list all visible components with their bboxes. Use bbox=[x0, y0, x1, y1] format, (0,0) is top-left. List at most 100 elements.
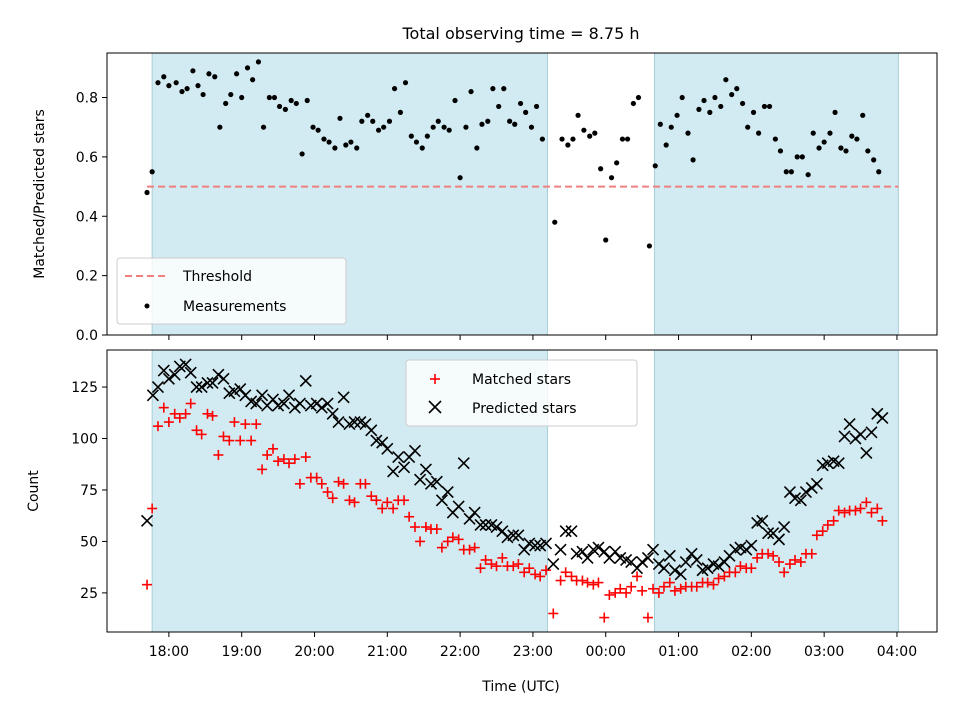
matched-stars-point bbox=[648, 583, 659, 594]
measurement-point bbox=[843, 148, 849, 154]
measurement-point bbox=[173, 80, 179, 86]
matched-stars-point bbox=[763, 548, 774, 559]
measurement-point bbox=[598, 166, 604, 172]
matched-stars-point bbox=[240, 419, 251, 430]
measurement-point bbox=[276, 103, 283, 110]
predicted-stars-point bbox=[381, 442, 394, 455]
measurement-point bbox=[876, 169, 882, 175]
measurement-point bbox=[413, 139, 420, 145]
bottom-panel-counts: 25 50 75 100 125 18:00 19:00 20:00 21:00 22:00 23… bbox=[26, 349, 938, 695]
matched-stars-point bbox=[268, 443, 278, 454]
matched-stars-point bbox=[349, 497, 360, 508]
matched-stars-point bbox=[817, 526, 828, 537]
measurement-point bbox=[255, 59, 262, 65]
measurement-point bbox=[652, 163, 658, 169]
matched-stars-point bbox=[637, 585, 648, 596]
measurement-point bbox=[750, 109, 757, 115]
measurement-point bbox=[552, 219, 558, 225]
predicted-stars-point bbox=[337, 391, 350, 404]
measurement-point bbox=[860, 112, 866, 118]
predicted-stars-point bbox=[876, 411, 889, 424]
predicted-stars-point bbox=[865, 426, 878, 439]
matched-stars-point bbox=[229, 417, 240, 428]
matched-stars-point bbox=[513, 559, 524, 570]
measurement-point bbox=[690, 157, 696, 163]
x-tick-label: 03:00 bbox=[804, 644, 844, 660]
matched-stars-point bbox=[653, 587, 664, 598]
measurement-point bbox=[161, 74, 167, 80]
predicted-stars-point bbox=[745, 539, 758, 552]
measurement-point bbox=[402, 80, 409, 86]
predicted-stars-point bbox=[810, 477, 823, 490]
measurement-point bbox=[288, 97, 294, 104]
matched-stars-point bbox=[784, 559, 795, 570]
measurement-point bbox=[865, 148, 871, 154]
matched-stars-point bbox=[658, 581, 669, 592]
measurement-point bbox=[570, 136, 576, 142]
matched-stars-point bbox=[273, 456, 284, 467]
measurement-point bbox=[424, 133, 430, 139]
legend-threshold-label: Threshold bbox=[182, 269, 252, 285]
measurement-point bbox=[827, 130, 833, 136]
matched-stars-point bbox=[322, 487, 333, 498]
measurement-point bbox=[490, 86, 496, 92]
predicted-stars-point bbox=[195, 380, 208, 394]
matched-stars-point bbox=[604, 589, 615, 600]
matched-stars-point bbox=[548, 608, 559, 619]
matched-stars-point bbox=[524, 563, 535, 574]
measurement-point bbox=[871, 157, 877, 163]
predicted-stars-point bbox=[457, 457, 470, 470]
measurement-point bbox=[166, 83, 172, 89]
matched-stars-point bbox=[486, 559, 497, 570]
predicted-stars-point bbox=[529, 539, 542, 552]
matched-stars-point bbox=[839, 507, 850, 518]
matched-stars-point bbox=[774, 557, 785, 568]
measurement-point bbox=[223, 100, 229, 107]
matched-stars-point bbox=[642, 612, 653, 623]
predicted-stars-point bbox=[843, 418, 856, 431]
measurement-point bbox=[539, 136, 545, 142]
measurement-point bbox=[446, 127, 452, 133]
matched-stars-point bbox=[469, 542, 480, 553]
matched-stars-point bbox=[442, 536, 453, 547]
measurement-point bbox=[663, 142, 669, 148]
measurement-point bbox=[729, 91, 735, 98]
measurement-point bbox=[838, 145, 844, 151]
y-tick-label: 0.6 bbox=[76, 150, 98, 166]
measurement-point bbox=[496, 103, 502, 110]
matched-stars-point bbox=[577, 575, 588, 586]
matched-stars-point bbox=[294, 478, 305, 489]
predicted-stars-point bbox=[315, 401, 328, 414]
predicted-stars-point bbox=[559, 525, 572, 538]
matched-stars-point bbox=[289, 454, 300, 465]
measurement-point bbox=[244, 65, 251, 71]
measurement-point bbox=[696, 106, 702, 112]
measurement-point bbox=[592, 130, 598, 136]
measurement-point bbox=[777, 148, 784, 154]
matched-stars-point bbox=[491, 561, 502, 572]
predicted-stars-point bbox=[794, 494, 807, 507]
measurement-point bbox=[581, 127, 587, 133]
predicted-stars-point bbox=[408, 444, 422, 457]
matched-stars-point bbox=[382, 497, 393, 508]
measurement-point bbox=[435, 118, 441, 124]
measurement-point bbox=[271, 94, 278, 101]
matched-stars-point bbox=[409, 522, 420, 533]
predicted-stars-point bbox=[452, 500, 465, 513]
matched-stars-point bbox=[535, 571, 546, 582]
matched-stars-point bbox=[327, 493, 338, 504]
matched-stars-point bbox=[702, 577, 713, 588]
matched-stars-point bbox=[877, 515, 888, 526]
matched-stars-point bbox=[377, 503, 388, 514]
matched-stars-point bbox=[593, 577, 604, 588]
measurement-point bbox=[761, 103, 768, 110]
y-tick-label: 75 bbox=[80, 483, 98, 499]
predicted-stars-point bbox=[663, 549, 676, 562]
measurement-point bbox=[184, 86, 190, 92]
measurement-point bbox=[419, 145, 425, 151]
measurement-point bbox=[217, 124, 223, 130]
measurement-point bbox=[299, 151, 305, 157]
matched-stars-point bbox=[719, 571, 730, 582]
predicted-stars-point bbox=[321, 397, 334, 410]
